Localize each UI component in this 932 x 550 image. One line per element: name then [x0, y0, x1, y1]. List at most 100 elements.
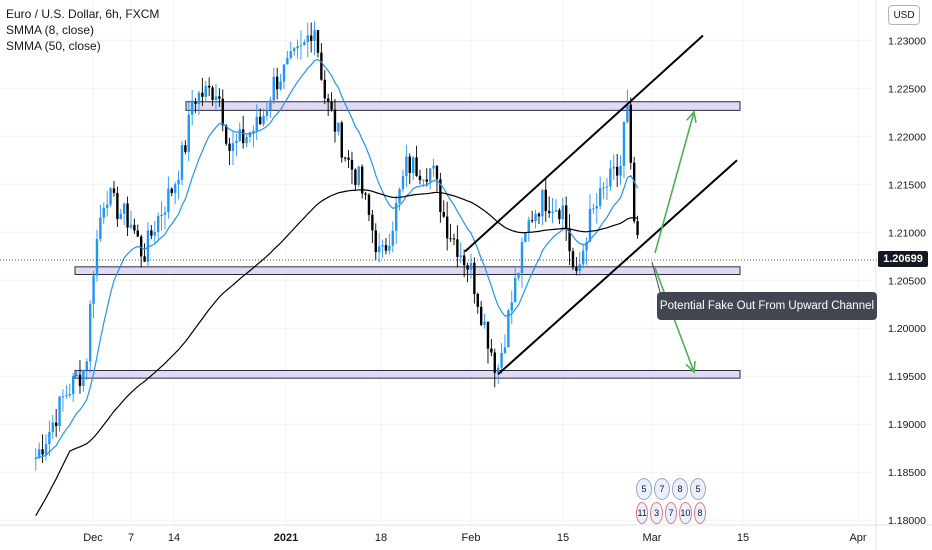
- event-badge[interactable]: 5: [636, 478, 652, 500]
- candle-body: [65, 395, 68, 397]
- candle-body: [354, 169, 357, 185]
- projection-arrow-line: [654, 111, 695, 254]
- candle-body: [133, 224, 136, 231]
- candle-body: [571, 251, 575, 268]
- candle-body: [486, 321, 490, 349]
- time-tick-label: 14: [168, 532, 180, 544]
- candle-body: [398, 189, 401, 203]
- candle-body: [367, 194, 371, 215]
- callout-pointer: [651, 261, 661, 293]
- event-badge[interactable]: 11: [636, 502, 649, 524]
- candle-body: [350, 159, 354, 170]
- candle-body: [143, 256, 146, 262]
- event-badge[interactable]: 5: [690, 478, 706, 500]
- candle-body: [228, 143, 231, 151]
- candle-body: [279, 81, 282, 90]
- candle-body: [248, 132, 252, 138]
- event-badge[interactable]: 3: [650, 502, 663, 524]
- candle-body: [71, 376, 75, 394]
- candle-body: [483, 321, 486, 325]
- time-axis[interactable]: Dec 7 14 2021 18 Feb 15 Mar 15 Apr: [0, 524, 932, 544]
- upward-channel: [464, 34, 738, 376]
- channel-lower-line: [497, 159, 738, 376]
- candle-body: [425, 179, 428, 182]
- candle-body: [296, 46, 299, 49]
- candle-body: [500, 352, 503, 368]
- candle-body: [513, 277, 517, 303]
- fakeout-annotation[interactable]: Potential Fake Out From Upward Channel: [657, 292, 877, 320]
- candle-body: [235, 140, 238, 144]
- projection-arrow-head: [685, 360, 696, 374]
- candle-body: [197, 92, 201, 104]
- candle-body: [510, 302, 513, 311]
- candle-body: [207, 85, 211, 88]
- candle-body: [116, 192, 119, 220]
- currency-button[interactable]: USD: [888, 5, 920, 25]
- candle-body: [364, 193, 367, 195]
- candle-body: [119, 213, 122, 220]
- candle-body: [622, 121, 626, 166]
- channel-upper-line: [464, 34, 704, 253]
- time-tick-label: 15: [557, 532, 569, 544]
- candle-body: [462, 255, 466, 266]
- smma-8-line: [35, 58, 639, 459]
- candle-body: [282, 64, 286, 82]
- candle-body: [44, 444, 48, 455]
- candle-body: [180, 145, 184, 180]
- candle-body: [619, 165, 622, 176]
- candle-body: [632, 162, 636, 222]
- candle-body: [214, 96, 218, 101]
- candle-body: [245, 137, 248, 144]
- candle-body: [184, 145, 187, 152]
- candle-body: [360, 166, 364, 194]
- candle-body: [439, 179, 442, 213]
- last-price-label: 1.20699: [878, 251, 928, 267]
- candle-body: [204, 85, 207, 97]
- candle-body: [442, 212, 445, 217]
- candle-body: [299, 45, 303, 47]
- time-tick-label: Feb: [462, 532, 481, 544]
- candle-body: [163, 212, 167, 215]
- candle-body: [309, 35, 313, 42]
- candle-body: [374, 230, 377, 253]
- grid-lines: [0, 0, 876, 525]
- candle-body: [384, 245, 388, 251]
- candle-body: [561, 205, 564, 220]
- event-badge[interactable]: 8: [693, 502, 707, 524]
- candle-body: [109, 188, 112, 205]
- price-tick-label: 1.22500: [888, 83, 926, 95]
- candle-body: [466, 265, 469, 270]
- price-tick-label: 1.20000: [888, 323, 926, 335]
- event-badge[interactable]: 10: [679, 502, 692, 524]
- candlesticks: [34, 21, 639, 471]
- candle-body: [524, 232, 527, 243]
- price-axis[interactable]: 1.23000 1.22500 1.22000 1.21500 1.21000 1.205…: [875, 0, 926, 550]
- event-badge[interactable]: 7: [664, 502, 678, 524]
- candle-body: [92, 275, 95, 305]
- candle-body: [422, 179, 425, 181]
- candle-body: [428, 168, 432, 182]
- event-badge[interactable]: 7: [654, 478, 670, 500]
- candle-body: [588, 208, 592, 242]
- candle-body: [476, 293, 479, 307]
- candle-body: [452, 238, 456, 240]
- candle-body: [609, 168, 612, 187]
- candle-body: [95, 238, 99, 276]
- candle-body: [316, 30, 320, 53]
- candle-body: [449, 238, 452, 240]
- event-badge[interactable]: 8: [672, 478, 688, 500]
- candle-body: [170, 188, 173, 193]
- candle-body: [581, 250, 585, 265]
- candle-body: [459, 255, 462, 257]
- support-resistance-zone: [185, 101, 741, 111]
- candle-body: [405, 156, 408, 177]
- time-tick-label: 15: [737, 532, 749, 544]
- candle-body: [292, 48, 296, 52]
- candle-body: [187, 114, 190, 152]
- candle-body: [194, 102, 197, 104]
- time-tick-label: Apr: [849, 532, 866, 544]
- projection-arrow-head: [686, 110, 697, 123]
- candle-body: [252, 130, 255, 133]
